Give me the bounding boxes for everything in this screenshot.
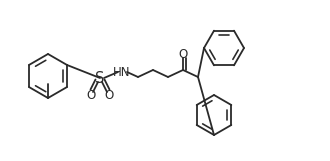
Text: O: O [179,47,188,61]
Text: O: O [86,89,96,101]
Text: S: S [95,71,105,85]
Text: O: O [104,89,114,101]
Text: HN: HN [113,66,131,79]
